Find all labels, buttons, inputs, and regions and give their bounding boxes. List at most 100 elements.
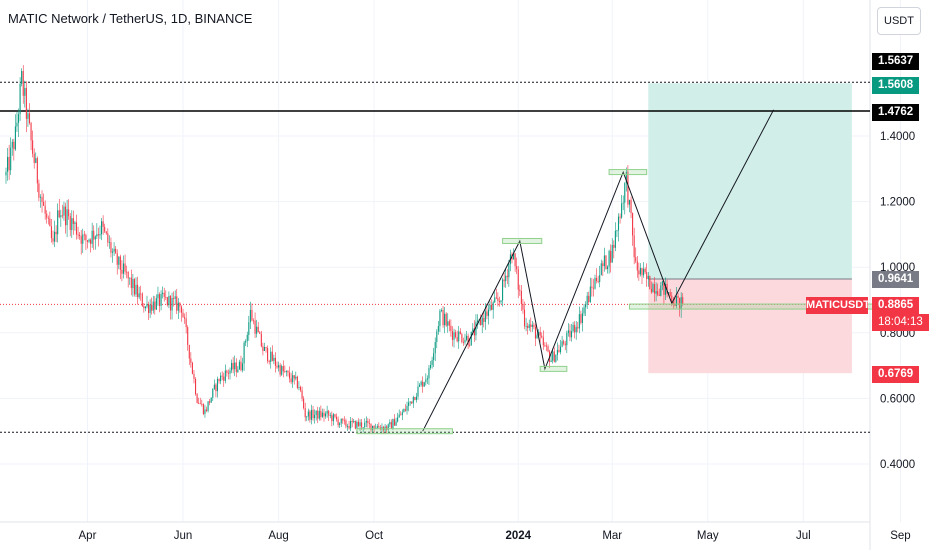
candle [158, 292, 161, 313]
candle-body [528, 324, 530, 328]
candle [419, 383, 421, 388]
candle [110, 237, 112, 258]
candle-body [530, 324, 532, 327]
candle [163, 287, 165, 302]
candle-body [251, 309, 253, 321]
candle [643, 262, 645, 278]
pattern-box-2[interactable] [539, 365, 568, 372]
profit-zone[interactable] [648, 83, 852, 279]
candle [539, 326, 541, 343]
candle-body [652, 284, 654, 293]
candle [334, 413, 336, 419]
candle [393, 414, 396, 426]
candle-body [166, 297, 168, 306]
candle-body [390, 422, 392, 429]
candle-body [140, 293, 142, 295]
candle-body [198, 402, 200, 404]
loss-zone[interactable] [648, 278, 852, 374]
candle-body [447, 321, 449, 326]
candle-body [113, 248, 115, 252]
candle [556, 342, 558, 361]
candle-body [397, 417, 399, 422]
candle [55, 225, 57, 242]
candle [279, 362, 281, 377]
horizontal-lines[interactable] [0, 81, 870, 433]
long-position-zones[interactable] [648, 83, 852, 374]
candle [194, 377, 197, 396]
candle-body [270, 351, 272, 363]
candle [653, 276, 656, 302]
candle-body [165, 296, 167, 298]
pattern-box-3[interactable] [608, 169, 648, 176]
candle-body [367, 420, 369, 423]
pattern-line-1[interactable] [671, 109, 775, 304]
candle [354, 420, 356, 430]
candle [257, 321, 259, 333]
candle [425, 373, 427, 386]
candle [278, 361, 280, 372]
chart-title[interactable]: MATIC Network / TetherUS, 1D, BINANCE [8, 11, 253, 26]
candle-body [61, 215, 63, 217]
candle [400, 411, 402, 416]
candle-body [182, 312, 184, 318]
candle-body [60, 215, 62, 218]
candle-body [569, 330, 571, 338]
candle-body [408, 402, 410, 406]
candle [592, 278, 594, 297]
candle [649, 275, 651, 290]
candle-body [589, 286, 591, 303]
candle [155, 294, 157, 310]
candle [252, 318, 255, 325]
candle-body [237, 369, 239, 373]
candle [213, 379, 215, 391]
candle [28, 103, 31, 125]
candle [116, 249, 118, 275]
pattern-box-0[interactable] [356, 428, 453, 435]
pattern-box-1[interactable] [502, 237, 543, 244]
candle-body [205, 409, 208, 411]
candle-body [512, 253, 515, 260]
pattern-line-0[interactable] [422, 170, 673, 432]
candle-body [409, 401, 411, 403]
candle [162, 286, 164, 299]
candle-body [456, 337, 458, 342]
candle [229, 367, 231, 380]
candle [292, 370, 294, 388]
candle-body [226, 370, 228, 373]
candle [594, 274, 596, 290]
candle [636, 256, 638, 278]
candle [25, 81, 27, 133]
candle [140, 285, 142, 301]
candle-body [162, 292, 164, 295]
candle [675, 286, 678, 309]
candle [614, 222, 616, 252]
candle [644, 267, 646, 275]
candle [588, 291, 590, 304]
candle [234, 355, 236, 377]
candle [563, 339, 565, 346]
candle-body [373, 425, 375, 429]
candle-body [11, 141, 13, 148]
candle [148, 301, 150, 321]
candle-body [462, 341, 464, 343]
candle [85, 233, 87, 251]
candle [639, 263, 641, 277]
candle-body [301, 390, 303, 399]
candle-body [458, 331, 460, 342]
candle [397, 412, 399, 423]
candle [24, 80, 26, 108]
candle-body [663, 281, 665, 295]
ticker-badge[interactable]: MATICUSDT [806, 297, 870, 314]
candle-body [539, 331, 541, 336]
candle [442, 305, 444, 328]
candle-body [310, 409, 313, 420]
currency-button[interactable]: USDT [877, 7, 921, 35]
target-line-price-tag: 1.4762 [872, 104, 920, 121]
candle [408, 398, 410, 412]
candle [404, 404, 407, 412]
candle [318, 407, 320, 421]
candle [429, 361, 432, 370]
candle [577, 321, 579, 333]
candle-body [32, 140, 34, 154]
